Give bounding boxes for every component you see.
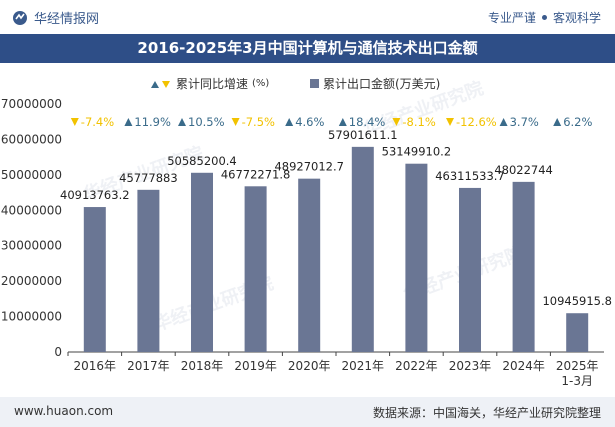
bar-value-label: 40913763.2	[60, 188, 130, 202]
growth-label: 10.5%	[188, 115, 225, 129]
x-tick-label: 2016年	[74, 359, 117, 373]
x-tick-label: 2021年	[342, 359, 385, 373]
separator-dot-icon	[541, 15, 547, 20]
growth-label: -12.6%	[456, 115, 497, 129]
growth-down-marker	[392, 118, 401, 126]
growth-label: -7.4%	[81, 115, 114, 129]
legend-amount[interactable]: 累计出口金额(万美元)	[310, 75, 440, 92]
brand[interactable]: 华经情报网	[12, 8, 99, 27]
bar-value-label: 53149910.2	[382, 145, 452, 159]
growth-label: -7.5%	[242, 115, 275, 129]
tag-professional: 专业严谨	[487, 11, 536, 25]
y-tick-label: 50000000	[1, 168, 62, 182]
bar	[191, 172, 213, 352]
bar-value-label: 57901611.1	[328, 128, 398, 142]
growth-up-marker	[124, 118, 133, 126]
y-tick-label: 70000000	[1, 97, 62, 111]
y-tick-label: 30000000	[1, 239, 62, 253]
bar	[244, 186, 267, 352]
bar-value-label: 45777883	[119, 171, 178, 185]
bar-value-label: 50585200.4	[167, 154, 237, 168]
tag-scientific: 客观科学	[552, 11, 601, 25]
legend-amount-label: 累计出口金额(万美元)	[323, 77, 441, 91]
bar	[512, 181, 535, 352]
y-tick-label: 40000000	[1, 203, 62, 217]
bar-value-label: 10945915.8	[542, 294, 612, 308]
y-tick-label: 0	[54, 345, 62, 359]
growth-label: 4.6%	[295, 115, 324, 129]
bar	[459, 187, 481, 352]
legend-growth-unit: (%)	[252, 78, 270, 89]
legend-growth-icon	[151, 80, 170, 88]
growth-label: 6.2%	[563, 115, 592, 129]
x-tick-label: 2019年	[234, 359, 277, 373]
bar-value-label: 48927012.7	[274, 160, 344, 174]
footer: www.huaon.com 数据来源：中国海关，华经产业研究院整理	[0, 397, 615, 427]
bar	[351, 146, 374, 352]
y-tick-label: 10000000	[1, 310, 62, 324]
bar	[137, 189, 160, 352]
bar-value-label: 46772271.8	[221, 167, 291, 181]
x-tick-label: 2018年	[181, 359, 224, 373]
growth-down-marker	[231, 118, 240, 126]
growth-label: 18.4%	[349, 115, 386, 129]
chart-title: 2016-2025年3月中国计算机与通信技术出口金额	[0, 34, 615, 63]
growth-up-marker	[499, 118, 508, 126]
brand-name: 华经情报网	[34, 12, 100, 27]
growth-down-marker	[70, 118, 79, 126]
growth-up-marker	[178, 118, 186, 126]
growth-down-marker	[446, 118, 454, 126]
x-tick-label: 2023年	[449, 359, 492, 373]
x-tick-label: 2024年	[502, 359, 545, 373]
x-tick-label: 2017年	[127, 359, 170, 373]
bar-value-label: 48022744	[494, 163, 553, 177]
x-tick-label: 1-3月	[561, 374, 593, 388]
y-tick-label: 20000000	[1, 274, 62, 288]
bar	[298, 178, 321, 352]
legend-growth-label: 累计同比增速	[176, 77, 249, 91]
legend: 累计同比增速 (%) 累计出口金额(万美元)	[0, 75, 615, 93]
bar-value-label: 46311533.7	[435, 169, 505, 183]
growth-up-marker	[285, 118, 294, 126]
tagline: 专业严谨 客观科学	[488, 9, 601, 26]
bar	[405, 163, 428, 352]
footer-website[interactable]: www.huaon.com	[14, 404, 114, 418]
brand-logo-icon	[13, 10, 27, 25]
y-tick-label: 60000000	[1, 132, 62, 146]
growth-label: 11.9%	[134, 115, 171, 129]
growth-label: 3.7%	[510, 115, 539, 129]
bar	[566, 313, 589, 352]
bar-chart: 70000000 60000000 50000000 40000000 30000000…	[1, 97, 612, 388]
x-tick-label: 2025年	[556, 359, 599, 373]
legend-growth[interactable]: 累计同比增速 (%)	[150, 75, 269, 92]
growth-up-marker	[338, 118, 347, 126]
growth-up-marker	[553, 118, 562, 126]
legend-amount-swatch	[310, 79, 319, 88]
growth-label: -8.1%	[402, 115, 435, 129]
footer-source: 数据来源：中国海关，华经产业研究院整理	[372, 406, 601, 420]
bar	[83, 207, 106, 352]
x-tick-label: 2020年	[288, 359, 331, 373]
x-tick-label: 2022年	[395, 359, 438, 373]
top-bar: 华经情报网 专业严谨 客观科学	[0, 0, 615, 34]
